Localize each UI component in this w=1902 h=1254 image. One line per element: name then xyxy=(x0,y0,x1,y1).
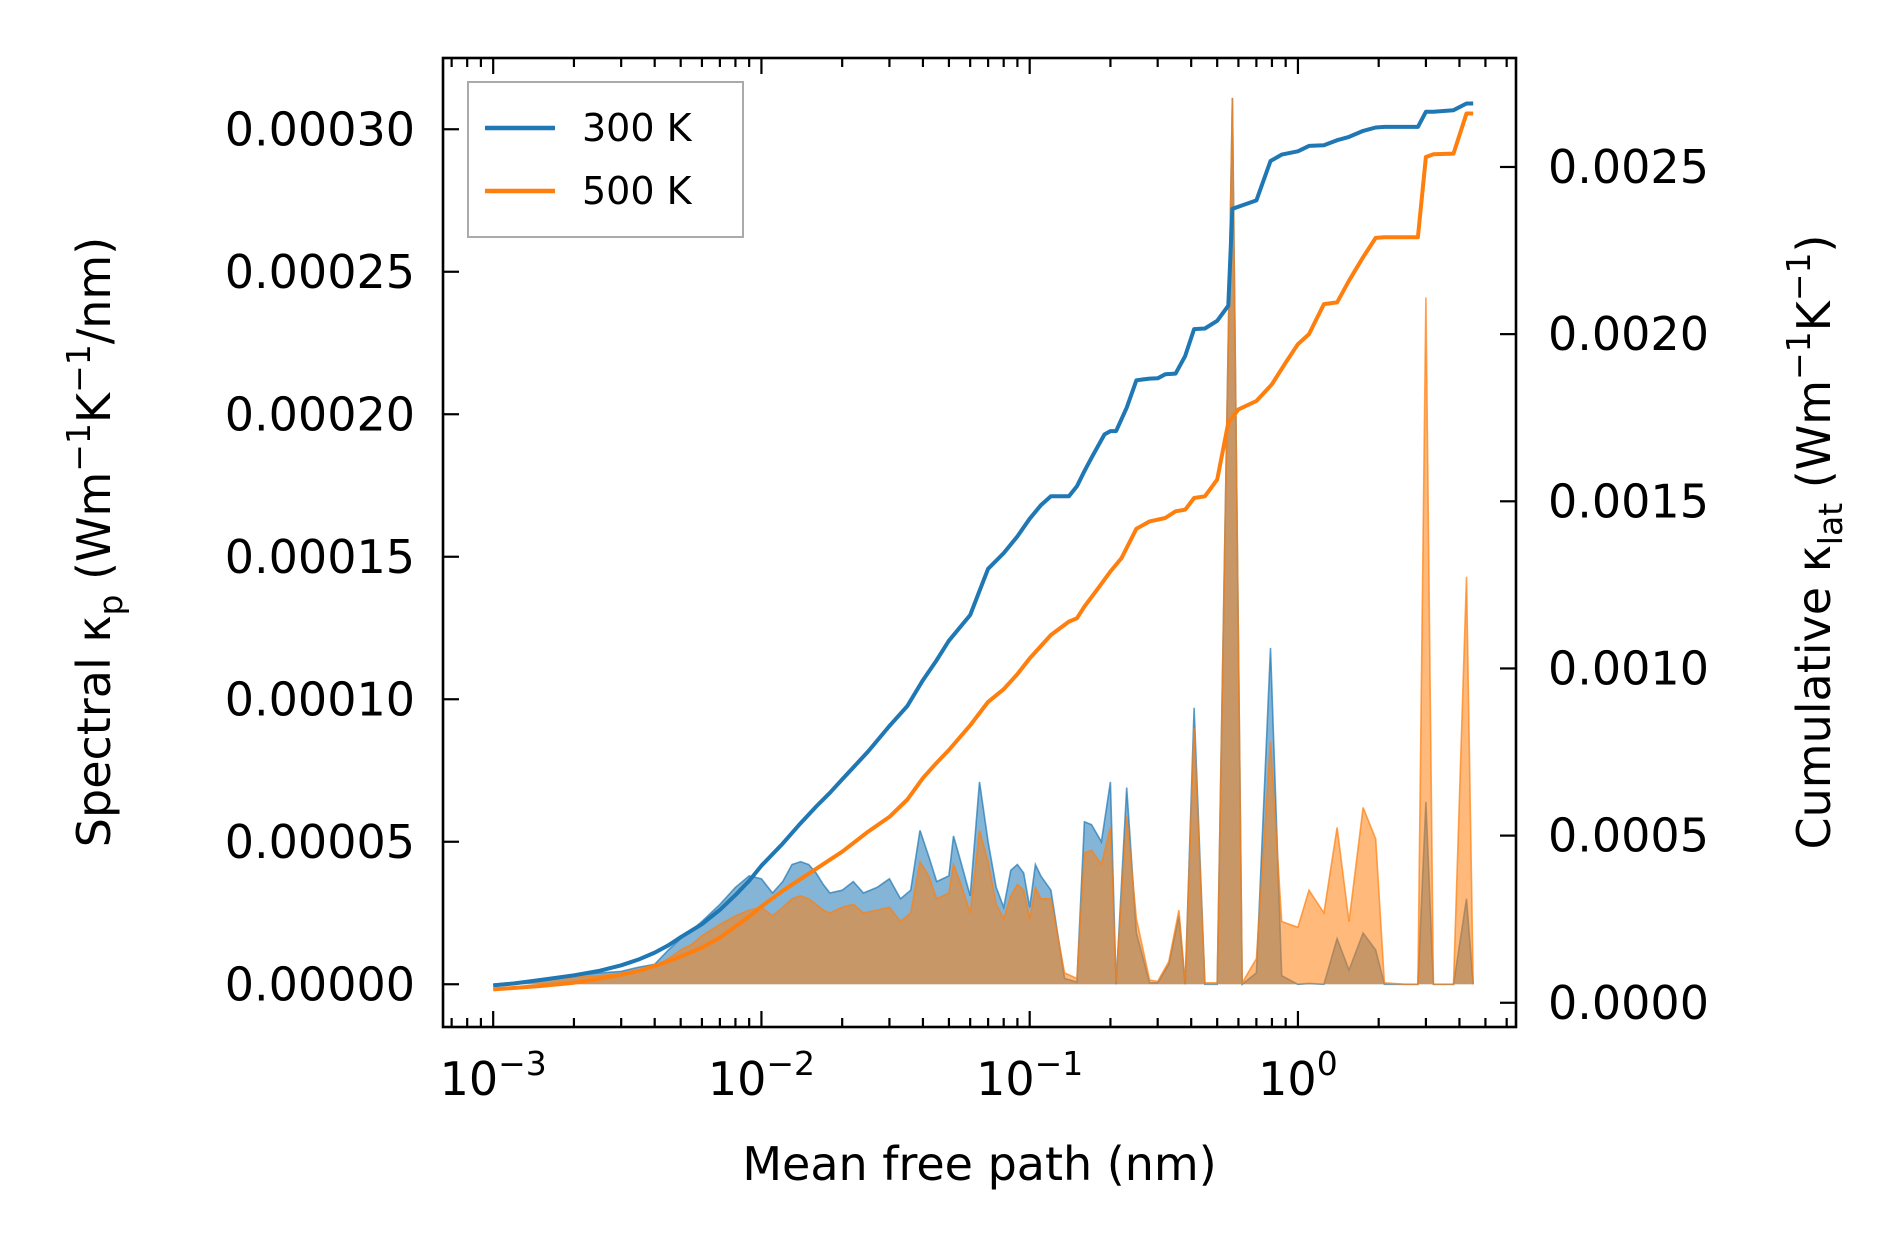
left-tick-label: 0.00000 xyxy=(225,957,415,1011)
right-tick-label: 0.0000 xyxy=(1548,976,1709,1030)
left-tick-label: 0.00030 xyxy=(225,102,415,156)
cumulative-line-300K xyxy=(493,101,1474,988)
plot-frame xyxy=(441,56,1518,1029)
right-axis-label: Cumulative κlat (Wm−1K−1) xyxy=(1779,235,1850,850)
right-tick-label: 0.0015 xyxy=(1548,474,1709,528)
legend: 300 K 500 K xyxy=(467,81,744,238)
x-tick-label: 10−3 xyxy=(440,1044,547,1106)
series-lines xyxy=(493,101,1474,992)
legend-box xyxy=(467,81,744,238)
right-tick-label: 0.0010 xyxy=(1548,641,1709,695)
right-tick-label: 0.0025 xyxy=(1548,140,1709,194)
cumulative-line-500K xyxy=(493,111,1474,992)
right-tick-label: 0.0020 xyxy=(1548,307,1709,361)
legend-label-500K: 500 K xyxy=(582,169,693,213)
left-tick-label: 0.00005 xyxy=(225,815,415,869)
right-tick-label: 0.0005 xyxy=(1548,809,1709,863)
spectral-fill-500K xyxy=(493,97,1474,985)
left-axis-label: Spectral κp (Wm−1K−1/nm) xyxy=(59,237,130,847)
left-tick-label: 0.00015 xyxy=(225,530,415,584)
left-tick-label: 0.00010 xyxy=(225,672,415,726)
axes: 10−3 10−2 10−1 100 0.00000 0.00005 0.00010 0.00… xyxy=(59,56,1850,1191)
x-tick-label: 10−2 xyxy=(708,1044,815,1106)
left-tick-label: 0.00020 xyxy=(225,387,415,441)
x-axis-label: Mean free path (nm) xyxy=(742,1137,1216,1191)
legend-label-300K: 300 K xyxy=(582,106,693,150)
x-tick-label: 10−1 xyxy=(976,1044,1083,1106)
left-tick-label: 0.00025 xyxy=(225,245,415,299)
x-tick-label: 100 xyxy=(1258,1044,1338,1106)
